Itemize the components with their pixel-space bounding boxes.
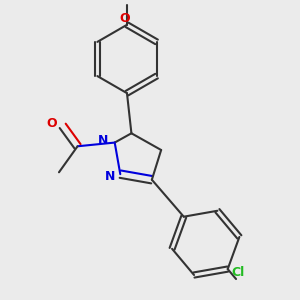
Text: Cl: Cl — [231, 266, 244, 279]
Text: O: O — [120, 12, 130, 25]
Text: O: O — [46, 118, 57, 130]
Text: N: N — [98, 134, 109, 147]
Text: N: N — [105, 169, 115, 182]
